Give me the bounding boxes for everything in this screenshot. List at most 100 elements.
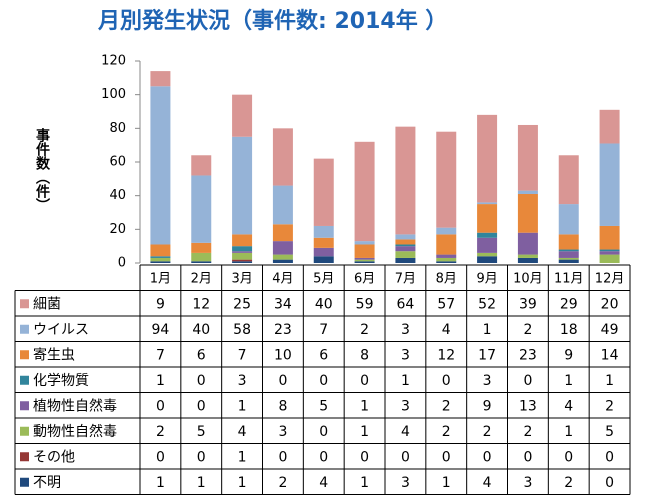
table-value: 3 xyxy=(401,398,410,414)
bar-segment xyxy=(517,124,538,191)
table-value: 0 xyxy=(605,475,614,491)
bar-segment xyxy=(395,244,416,247)
table-value: 58 xyxy=(233,322,251,338)
table-value: 1 xyxy=(238,449,247,465)
legend-label: 動物性自然毒 xyxy=(33,423,117,440)
table-value: 39 xyxy=(519,296,537,312)
bar-segment xyxy=(232,136,253,235)
bar-segment xyxy=(272,254,293,260)
table-value: 23 xyxy=(519,347,537,363)
bar-segment xyxy=(436,257,457,262)
table-value: 1 xyxy=(360,398,369,414)
table-value: 10 xyxy=(274,347,292,363)
table-value: 3 xyxy=(401,322,410,338)
table-value: 59 xyxy=(356,296,374,312)
table-value: 57 xyxy=(437,296,455,312)
bar-segment xyxy=(477,237,498,253)
bar-segment xyxy=(599,225,620,250)
table-value: 4 xyxy=(319,475,328,491)
table-value: 40 xyxy=(315,296,333,312)
table-value: 0 xyxy=(523,449,532,465)
table-value: 2 xyxy=(523,424,532,440)
table-value: 0 xyxy=(360,373,369,389)
x-tick-label: 7月 xyxy=(395,271,416,286)
table-value: 13 xyxy=(519,398,537,414)
bar-segment xyxy=(354,261,375,263)
legend-swatch xyxy=(20,299,29,309)
legend-swatch xyxy=(20,452,29,462)
x-tick-label: 10月 xyxy=(513,271,543,286)
table-value: 94 xyxy=(152,322,170,338)
bar-segment xyxy=(395,234,416,240)
table-value: 52 xyxy=(478,296,496,312)
bar-segment xyxy=(232,261,253,263)
bar-segment xyxy=(272,259,293,263)
table-value: 0 xyxy=(197,449,206,465)
table-value: 2 xyxy=(278,475,287,491)
table-value: 2 xyxy=(442,398,451,414)
table-value: 1 xyxy=(564,424,573,440)
table-value: 0 xyxy=(360,449,369,465)
table-value: 7 xyxy=(156,347,165,363)
y-tick-label: 20 xyxy=(109,222,126,237)
bar-segment xyxy=(150,256,171,258)
bar-segment xyxy=(354,241,375,245)
table-value: 0 xyxy=(278,449,287,465)
bar-segment xyxy=(191,261,212,263)
legend-label: その他 xyxy=(33,449,75,465)
bar-segment xyxy=(436,234,457,255)
y-tick-label: 0 xyxy=(118,256,126,271)
table-value: 1 xyxy=(238,398,247,414)
table-value: 1 xyxy=(156,373,165,389)
bar-segment xyxy=(599,249,620,252)
bar-segment xyxy=(517,190,538,194)
y-tick-label: 80 xyxy=(109,121,126,136)
bar-segment xyxy=(354,141,375,242)
table-value: 4 xyxy=(238,424,247,440)
table-value: 5 xyxy=(197,424,206,440)
table-value: 8 xyxy=(360,347,369,363)
bar-segment xyxy=(395,246,416,252)
bar-segment xyxy=(150,86,171,245)
bar-segment xyxy=(395,251,416,258)
table-value: 1 xyxy=(401,373,410,389)
bar-segment xyxy=(599,109,620,144)
bar-segment xyxy=(191,155,212,176)
bar-segment xyxy=(599,143,620,226)
table-value: 0 xyxy=(197,398,206,414)
bar-segment xyxy=(272,224,293,242)
bar-segment xyxy=(150,257,171,262)
table-value: 12 xyxy=(192,296,210,312)
table-value: 23 xyxy=(274,322,292,338)
legend-label: ウイルス xyxy=(33,322,89,338)
table-value: 3 xyxy=(238,373,247,389)
table-value: 5 xyxy=(605,424,614,440)
bar-segment xyxy=(436,227,457,235)
table-value: 2 xyxy=(156,424,165,440)
y-tick-label: 120 xyxy=(101,54,126,69)
table-value: 2 xyxy=(523,322,532,338)
bar-segment xyxy=(232,251,253,253)
bar-segment xyxy=(395,239,416,245)
bar-segment xyxy=(232,259,253,262)
table-value: 3 xyxy=(401,347,410,363)
table-value: 14 xyxy=(601,347,619,363)
bar-segment xyxy=(599,251,620,255)
x-tick-label: 6月 xyxy=(354,271,375,286)
legend-label: 化学物質 xyxy=(33,373,89,389)
x-tick-label: 1月 xyxy=(150,271,171,286)
bar-segment xyxy=(436,131,457,228)
x-tick-label: 8月 xyxy=(436,271,457,286)
table-value: 6 xyxy=(319,347,328,363)
table-value: 0 xyxy=(483,449,492,465)
table-value: 9 xyxy=(483,398,492,414)
table-value: 0 xyxy=(564,449,573,465)
bar-segment xyxy=(517,257,538,263)
x-tick-label: 5月 xyxy=(313,271,334,286)
bar-segment xyxy=(232,94,253,137)
bar-segment xyxy=(558,155,579,205)
x-tick-label: 2月 xyxy=(191,271,212,286)
legend-swatch xyxy=(20,375,29,385)
bar-segment xyxy=(436,254,457,258)
